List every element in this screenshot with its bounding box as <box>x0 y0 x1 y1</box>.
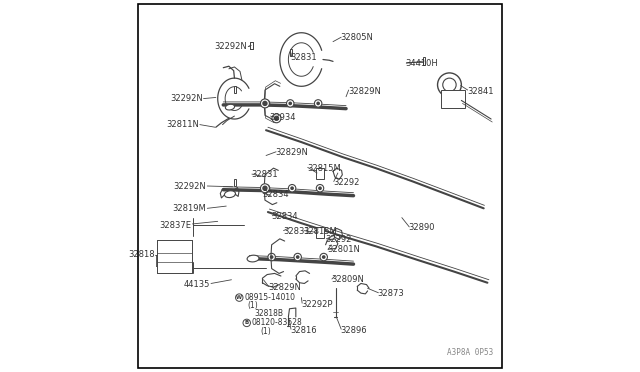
Text: 32811N: 32811N <box>166 120 199 129</box>
Circle shape <box>272 114 281 123</box>
Ellipse shape <box>247 255 259 262</box>
Text: 32292N: 32292N <box>214 42 248 51</box>
Circle shape <box>260 184 269 193</box>
Text: 32831: 32831 <box>283 227 309 236</box>
Ellipse shape <box>225 191 236 198</box>
Circle shape <box>289 102 292 105</box>
Circle shape <box>290 186 294 190</box>
Circle shape <box>275 116 278 120</box>
Text: 32831: 32831 <box>291 53 317 62</box>
Circle shape <box>262 100 270 107</box>
Text: 32896: 32896 <box>340 326 367 335</box>
Circle shape <box>264 186 268 190</box>
Circle shape <box>287 100 294 107</box>
Text: 32818B: 32818B <box>255 309 284 318</box>
Circle shape <box>263 186 267 190</box>
Text: 32829N: 32829N <box>268 283 301 292</box>
Text: 32815M: 32815M <box>303 227 337 236</box>
Text: 32829N: 32829N <box>275 148 308 157</box>
Circle shape <box>243 319 250 327</box>
Text: 32818: 32818 <box>128 250 154 259</box>
Text: 08915-14010: 08915-14010 <box>244 293 296 302</box>
Text: 32292: 32292 <box>326 235 352 244</box>
Ellipse shape <box>225 104 235 110</box>
Circle shape <box>262 185 270 192</box>
Text: 32805N: 32805N <box>340 33 373 42</box>
Circle shape <box>289 185 296 192</box>
Circle shape <box>320 253 328 261</box>
Bar <box>234 86 236 93</box>
Circle shape <box>260 99 269 108</box>
Text: 32934: 32934 <box>270 113 296 122</box>
Text: 44135: 44135 <box>184 280 211 289</box>
Text: 32841: 32841 <box>467 87 493 96</box>
Circle shape <box>316 102 320 105</box>
Circle shape <box>264 102 268 105</box>
Bar <box>441 90 465 108</box>
Circle shape <box>316 185 324 192</box>
Text: 08120-83528: 08120-83528 <box>252 318 303 327</box>
Text: 32834: 32834 <box>271 212 298 221</box>
Bar <box>316 227 324 238</box>
Text: 32831: 32831 <box>251 170 278 179</box>
Text: 32801N: 32801N <box>328 246 360 254</box>
Bar <box>250 42 253 49</box>
Text: 34410H: 34410H <box>406 60 438 68</box>
Text: 32815M: 32815M <box>307 164 340 173</box>
Text: 32837E: 32837E <box>159 221 191 230</box>
Text: A3P8A 0P53: A3P8A 0P53 <box>447 348 493 357</box>
Text: W: W <box>236 295 243 300</box>
Text: 32890: 32890 <box>408 223 435 232</box>
Text: B: B <box>244 320 249 326</box>
Text: 32816: 32816 <box>291 326 317 335</box>
Text: (1): (1) <box>248 301 258 310</box>
Text: 32292N: 32292N <box>174 182 207 190</box>
Text: 32834: 32834 <box>262 190 289 199</box>
Text: 32829N: 32829N <box>348 87 381 96</box>
Bar <box>316 168 324 179</box>
Text: 32292P: 32292P <box>301 300 333 309</box>
Circle shape <box>294 253 301 261</box>
Text: (1): (1) <box>260 327 271 336</box>
Circle shape <box>322 255 326 259</box>
Circle shape <box>314 100 322 107</box>
Circle shape <box>236 294 243 301</box>
Circle shape <box>270 255 273 259</box>
Text: 32292N: 32292N <box>170 94 203 103</box>
Circle shape <box>318 186 322 190</box>
Circle shape <box>263 102 267 105</box>
Text: 32819M: 32819M <box>173 204 207 213</box>
Bar <box>424 57 425 65</box>
Bar <box>234 179 236 186</box>
Text: 32873: 32873 <box>378 289 404 298</box>
Text: 32809N: 32809N <box>331 275 364 284</box>
Circle shape <box>296 255 300 259</box>
Circle shape <box>268 253 275 261</box>
Text: 32292: 32292 <box>333 178 360 187</box>
Bar <box>291 49 292 56</box>
Bar <box>250 42 253 49</box>
